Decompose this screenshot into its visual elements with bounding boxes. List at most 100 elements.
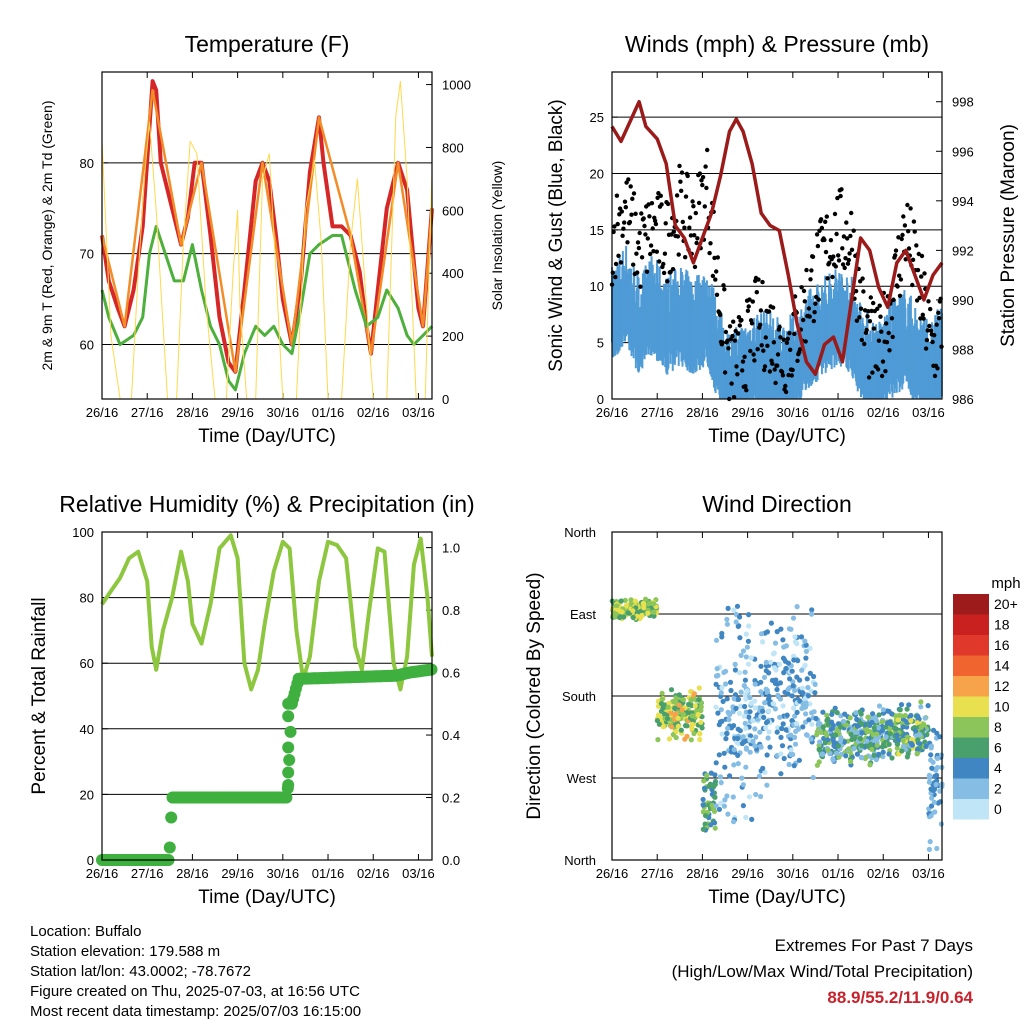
gust-point bbox=[759, 343, 764, 348]
direction-point bbox=[723, 736, 729, 742]
series-sonic-wind bbox=[611, 245, 943, 399]
gust-point bbox=[823, 249, 829, 255]
gust-point bbox=[675, 234, 681, 239]
gust-point bbox=[736, 315, 742, 320]
direction-point bbox=[873, 757, 880, 763]
gust-point bbox=[919, 253, 925, 259]
direction-point bbox=[740, 648, 747, 654]
gust-point bbox=[697, 171, 703, 176]
gust-point bbox=[910, 282, 915, 288]
direction-point bbox=[700, 802, 706, 808]
direction-point bbox=[743, 696, 749, 702]
x-tick-label: 03/16 bbox=[402, 405, 435, 420]
direction-point bbox=[859, 755, 865, 761]
direction-point bbox=[818, 729, 824, 735]
series-wind-direction bbox=[609, 596, 945, 853]
direction-point bbox=[743, 814, 749, 821]
gust-point bbox=[836, 253, 841, 258]
plot-frame bbox=[611, 71, 943, 400]
direction-point bbox=[697, 707, 703, 713]
direction-point bbox=[808, 688, 814, 694]
direction-point bbox=[686, 701, 692, 708]
gust-point bbox=[629, 212, 634, 217]
direction-point bbox=[787, 676, 793, 682]
direction-point bbox=[934, 845, 940, 852]
gust-point bbox=[914, 243, 919, 248]
colorbar-swatch bbox=[953, 594, 989, 615]
gust-point bbox=[811, 318, 816, 324]
direction-point bbox=[817, 721, 823, 727]
x-tick-label: 01/16 bbox=[822, 405, 855, 420]
gust-point bbox=[812, 310, 817, 315]
gust-point bbox=[877, 303, 882, 308]
gust-point bbox=[714, 292, 720, 297]
x-tick-label: 01/16 bbox=[312, 405, 345, 420]
gust-point bbox=[916, 251, 921, 257]
direction-point bbox=[913, 728, 919, 734]
direction-point bbox=[832, 705, 838, 711]
direction-point bbox=[799, 685, 806, 691]
gust-point bbox=[707, 250, 712, 256]
gust-point bbox=[844, 220, 849, 225]
gust-point bbox=[871, 326, 877, 331]
gust-point bbox=[858, 306, 864, 311]
direction-point bbox=[937, 788, 943, 794]
gust-point bbox=[685, 173, 690, 179]
gust-point bbox=[923, 346, 929, 351]
humidity-ylabel-left: Percent & Total Rainfall bbox=[29, 597, 50, 794]
direction-point bbox=[749, 816, 755, 823]
gust-point bbox=[887, 348, 892, 353]
direction-point bbox=[791, 763, 797, 769]
direction-point bbox=[808, 611, 815, 617]
y-right-tick-label: 0.6 bbox=[442, 666, 460, 681]
gust-point bbox=[899, 236, 904, 242]
gust-point bbox=[647, 214, 652, 219]
gust-point bbox=[659, 202, 664, 207]
gust-point bbox=[735, 331, 741, 336]
gust-point bbox=[743, 384, 748, 389]
gust-point bbox=[886, 330, 891, 336]
colorbar-swatch bbox=[953, 799, 989, 820]
gust-point bbox=[642, 223, 647, 229]
direction-point bbox=[928, 813, 934, 819]
direction-point bbox=[820, 709, 826, 715]
gust-point bbox=[849, 247, 855, 252]
gust-point bbox=[784, 340, 790, 345]
direction-point bbox=[750, 718, 756, 724]
direction-point bbox=[796, 757, 803, 763]
direction-point bbox=[617, 614, 623, 621]
gust-point bbox=[682, 225, 687, 230]
direction-point bbox=[738, 652, 744, 659]
direction-point bbox=[804, 676, 810, 682]
gust-point bbox=[895, 284, 900, 289]
direction-ylabel-left: Direction (Colored By Speed) bbox=[524, 572, 545, 819]
gust-point bbox=[700, 182, 705, 188]
direction-point bbox=[763, 659, 769, 666]
direction-point bbox=[655, 712, 662, 718]
y-tick-label: 20 bbox=[590, 166, 604, 181]
gust-point bbox=[917, 295, 922, 300]
gust-point bbox=[809, 268, 814, 273]
direction-point bbox=[926, 779, 933, 785]
direction-point bbox=[696, 685, 702, 691]
direction-point bbox=[621, 614, 627, 620]
direction-point bbox=[800, 701, 806, 707]
gust-point bbox=[610, 270, 615, 275]
direction-point bbox=[688, 737, 694, 743]
winds-ylabel-right: Station Pressure (Maroon) bbox=[998, 124, 1019, 347]
gust-point bbox=[702, 204, 707, 209]
direction-point bbox=[828, 726, 834, 732]
gust-point bbox=[783, 389, 789, 395]
direction-point bbox=[854, 716, 860, 723]
direction-point bbox=[785, 686, 791, 692]
direction-point bbox=[709, 802, 715, 808]
direction-point bbox=[762, 769, 768, 775]
direction-point bbox=[742, 720, 748, 727]
gust-point bbox=[823, 219, 828, 224]
direction-point bbox=[691, 730, 697, 737]
direction-point bbox=[736, 710, 743, 717]
direction-point bbox=[837, 738, 844, 744]
direction-point bbox=[724, 696, 730, 702]
gust-point bbox=[924, 337, 930, 343]
direction-point bbox=[742, 703, 748, 710]
